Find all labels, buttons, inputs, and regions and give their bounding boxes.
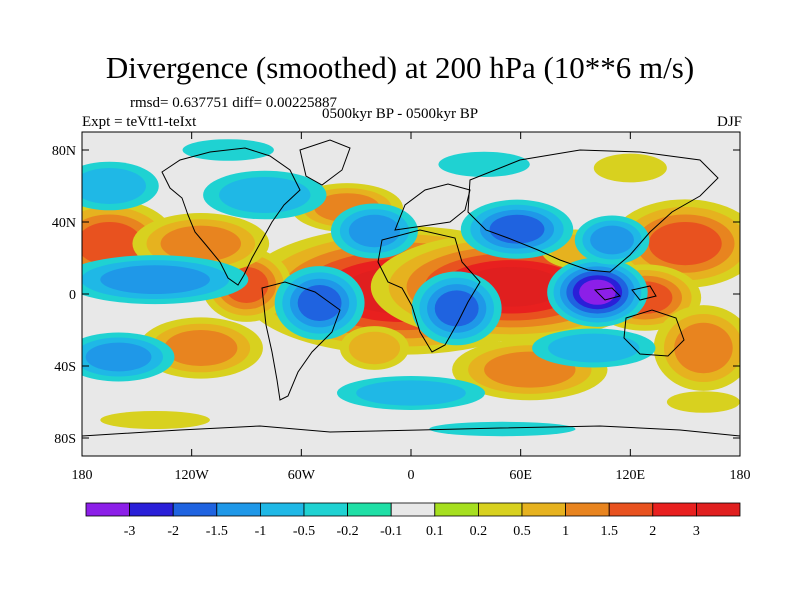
colorbar-label-7: 0.1	[426, 524, 444, 539]
colorbar-label-1: -2	[167, 524, 179, 539]
colorbar-label-8: 0.2	[470, 524, 488, 539]
colorbar-label-11: 1.5	[600, 524, 618, 539]
colorbar-label-6: -0.1	[380, 524, 402, 539]
experiment-label: Expt = teVtt1-teIxt	[82, 114, 197, 130]
colorbar-swatch-8	[434, 502, 479, 517]
colorbar-swatch-4	[259, 502, 305, 517]
colorbar-swatch-6	[347, 502, 392, 517]
lon-tick-label-4: 60E	[509, 468, 532, 483]
field-blob-30-ring-0	[100, 411, 210, 429]
colorbar-swatch-0	[85, 502, 130, 517]
colorbar-label-9: 0.5	[513, 524, 531, 539]
lat-tick-label-2: 0	[69, 288, 76, 303]
map-axes: 80N 40N 0 40S 80S 180 120W 60W 0 60E 120E 180	[52, 132, 751, 483]
lon-tick-label-2: 60W	[288, 468, 316, 483]
field-blob-26-ring-0	[438, 151, 530, 177]
colorbar-swatch-7	[390, 502, 436, 517]
lat-tick-label-4: 80S	[54, 432, 76, 447]
coastline-outlines	[82, 139, 740, 437]
field-blob-29-ring-0	[429, 421, 576, 437]
field-blob-28-ring-0	[666, 391, 740, 413]
colorbar: -3 -2 -1.5 -1 -0.5 -0.2 -0.1 0.1 0.2 0.5 1 1.5 2 3	[85, 502, 741, 539]
field-blob-4-ring-2	[160, 225, 242, 262]
colorbar-label-2: -1.5	[206, 524, 228, 539]
colorbar-label-0: -3	[124, 524, 136, 539]
colorbar-swatch-14	[696, 502, 741, 517]
colorbar-label-3: -1	[255, 524, 267, 539]
field-blob-8-ring-2	[164, 330, 238, 366]
stats-label: rmsd= 0.637751 diff= 0.00225887	[130, 95, 338, 111]
colorbar-label-10: 1	[562, 524, 569, 539]
field-blob-10-ring-2	[674, 322, 733, 374]
season-label: DJF	[716, 114, 742, 130]
lon-tick-label-6: 180	[730, 468, 751, 483]
field-blob-15-ring-3	[434, 290, 479, 327]
field-blob-25-ring-0	[593, 153, 667, 183]
field-blob-17-ring-2	[590, 225, 634, 255]
field-blob-14-ring-3	[297, 285, 342, 321]
field-blob-21-ring-1	[219, 177, 311, 213]
field-blob-12-ring-1	[348, 331, 401, 365]
colorbar-swatch-2	[172, 502, 218, 517]
lon-tick-label-0: 180	[72, 468, 93, 483]
lat-tick-label-1: 40N	[52, 216, 76, 231]
colorbar-swatch-9	[477, 502, 523, 517]
lat-tick-label-3: 40S	[54, 360, 76, 375]
colorbar-label-13: 3	[693, 524, 700, 539]
field-blob-16-ring-3	[489, 214, 545, 244]
lon-tick-label-3: 0	[408, 468, 415, 483]
lon-tick-label-1: 120W	[175, 468, 210, 483]
colorbar-swatch-11	[565, 502, 610, 517]
colorbar-swatch-5	[303, 502, 348, 517]
lat-tick-label-0: 80N	[52, 144, 76, 159]
field-blob-19-ring-2	[348, 214, 401, 248]
field-blob-6-ring-3	[648, 222, 722, 266]
colorbar-label-12: 2	[649, 524, 656, 539]
field-blob-23-ring-1	[548, 333, 640, 363]
colorbar-swatch-12	[608, 502, 654, 517]
colorbar-swatch-3	[216, 502, 261, 517]
colorbar-label-4: -0.5	[293, 524, 315, 539]
colorbar-swatch-13	[652, 502, 697, 517]
field-blob-2-ring-3	[82, 222, 143, 266]
period-label: 0500kyr BP - 0500kyr BP	[322, 106, 479, 122]
field-blob-24-ring-1	[356, 380, 466, 406]
colorbar-swatch-10	[521, 502, 566, 517]
field-blob-20-ring-2	[85, 342, 152, 372]
lon-tick-label-5: 120E	[616, 468, 646, 483]
plot-title: Divergence (smoothed) at 200 hPa (10**6 …	[105, 50, 695, 85]
colorbar-swatch-1	[129, 502, 174, 517]
field-blob-22-ring-1	[82, 168, 146, 204]
colorbar-label-5: -0.2	[337, 524, 359, 539]
field-blob-18-ring-2	[100, 265, 210, 294]
